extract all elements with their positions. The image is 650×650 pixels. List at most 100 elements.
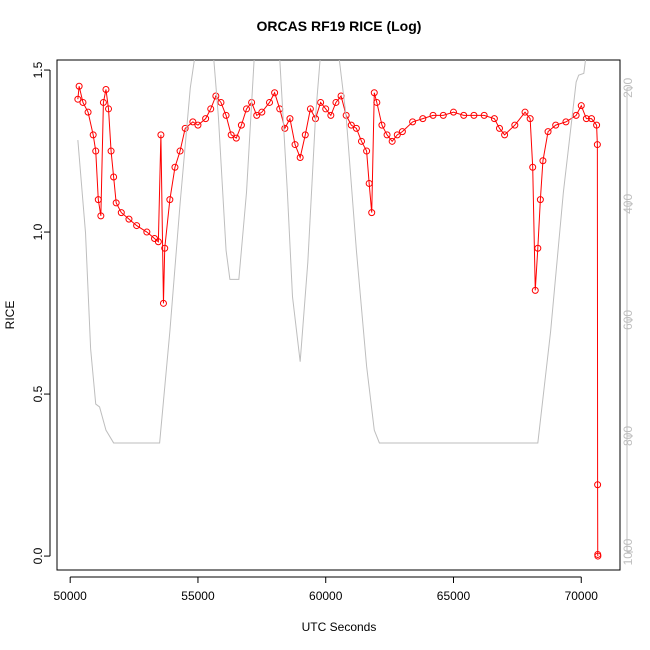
data-point [133, 222, 141, 230]
data-point [593, 121, 601, 129]
data-point [99, 98, 107, 106]
y2-tick-label: 400 [621, 194, 635, 214]
series-line [77, 60, 586, 444]
data-point [110, 173, 118, 181]
data-point [286, 115, 294, 123]
data-point [227, 131, 235, 139]
data-point [258, 108, 266, 116]
data-point [552, 121, 560, 129]
data-point [176, 147, 184, 155]
data-point [373, 98, 381, 106]
data-point [281, 124, 289, 132]
y2-tick-label: 600 [621, 310, 635, 330]
data-point [271, 89, 279, 97]
x-tick-label: 65000 [437, 589, 471, 603]
data-point [529, 163, 537, 171]
data-point [154, 238, 162, 246]
data-point [449, 108, 457, 116]
data-point [189, 118, 197, 126]
data-point [92, 147, 100, 155]
data-point [125, 215, 133, 223]
plot-frame [56, 59, 621, 571]
data-point [291, 141, 299, 149]
data-point [159, 299, 167, 307]
data-point [181, 124, 189, 132]
data-point [232, 134, 240, 142]
data-point [243, 105, 251, 113]
data-point [439, 111, 447, 119]
data-point [521, 108, 529, 116]
data-point [480, 111, 488, 119]
data-point [562, 118, 570, 126]
data-point [531, 286, 539, 294]
data-point [212, 92, 220, 100]
data-point [143, 228, 151, 236]
data-point [572, 111, 580, 119]
data-point [117, 209, 125, 217]
data-point [75, 82, 83, 90]
data-point [157, 131, 165, 139]
data-point [365, 179, 373, 187]
y-axis-label: RICE [3, 301, 17, 330]
x-tick-label: 50000 [53, 589, 87, 603]
data-point [495, 124, 503, 132]
data-point [194, 121, 202, 129]
chart-title: ORCAS RF19 RICE (Log) [257, 18, 422, 34]
y2-tick-label: 200 [621, 78, 635, 98]
data-point [166, 196, 174, 204]
data-point [171, 163, 179, 171]
data-point [544, 128, 552, 136]
data-point [470, 111, 478, 119]
plot-area [74, 60, 602, 560]
data-point [332, 98, 340, 106]
data-point [357, 137, 365, 145]
data-point [429, 111, 437, 119]
data-point [577, 102, 585, 110]
data-point [97, 212, 105, 220]
data-point [327, 111, 335, 119]
data-point [84, 108, 92, 116]
y-tick-label: 1.0 [31, 223, 45, 240]
data-point [511, 121, 519, 129]
data-point [378, 121, 386, 129]
data-point [322, 105, 330, 113]
data-point [587, 115, 595, 123]
x-tick-label: 55000 [181, 589, 215, 603]
data-point [526, 115, 534, 123]
data-point [460, 111, 468, 119]
data-point [317, 98, 325, 106]
data-point [202, 115, 210, 123]
data-point [102, 85, 110, 93]
data-point [536, 196, 544, 204]
data-point [89, 131, 97, 139]
data-point [222, 111, 230, 119]
y-tick-label: 1.5 [31, 61, 45, 78]
data-point [161, 244, 169, 252]
y-tick-label: 0.5 [31, 385, 45, 402]
data-point [107, 147, 115, 155]
data-point [388, 137, 396, 145]
x-tick-label: 70000 [565, 589, 599, 603]
data-point [296, 154, 304, 162]
data-point [593, 141, 601, 149]
data-point [368, 209, 376, 217]
data-point [74, 95, 82, 103]
data-point [490, 115, 498, 123]
data-point [266, 98, 274, 106]
data-point [253, 111, 261, 119]
data-point [594, 552, 602, 560]
x-axis-label: UTC Seconds [302, 620, 377, 634]
data-point [398, 128, 406, 136]
data-point [383, 131, 391, 139]
data-point [363, 147, 371, 155]
data-point [79, 98, 87, 106]
data-point [370, 89, 378, 97]
data-point [582, 115, 590, 123]
data-point [347, 121, 355, 129]
data-point [207, 105, 215, 113]
data-point [217, 98, 225, 106]
data-point [501, 131, 509, 139]
data-point [301, 131, 309, 139]
data-point [534, 244, 542, 252]
